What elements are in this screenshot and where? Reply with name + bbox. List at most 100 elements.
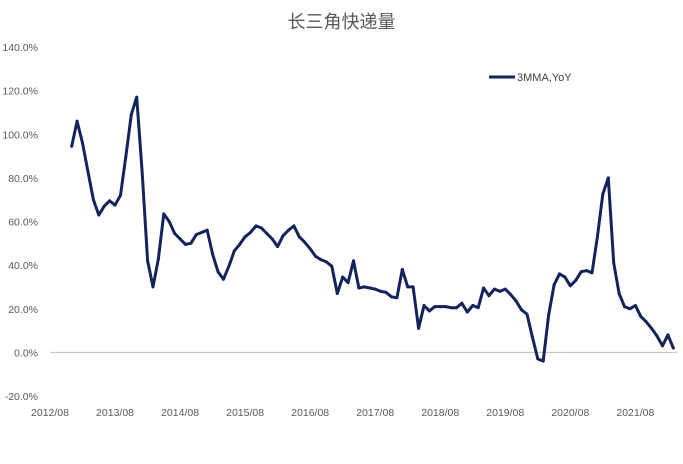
data-point <box>574 278 578 282</box>
data-point <box>465 310 469 314</box>
data-point <box>97 213 101 217</box>
data-point <box>227 264 231 268</box>
data-point <box>520 308 523 312</box>
data-point <box>162 212 166 216</box>
data-point <box>119 193 122 197</box>
data-point <box>558 272 561 276</box>
data-point <box>352 259 355 263</box>
data-point <box>91 198 95 202</box>
data-point <box>487 294 491 298</box>
data-point <box>319 258 323 262</box>
y-tick-label: 120.0% <box>2 86 38 98</box>
data-point <box>341 275 345 279</box>
data-point <box>411 285 415 289</box>
data-point <box>135 95 139 99</box>
data-point <box>541 359 545 363</box>
data-point <box>270 237 274 241</box>
data-point <box>281 234 285 238</box>
data-point <box>146 259 150 263</box>
data-point <box>422 304 426 307</box>
data-point <box>433 305 437 309</box>
data-point <box>417 326 421 330</box>
data-point <box>70 144 74 148</box>
data-point <box>259 226 263 230</box>
x-tick-label: 2013/08 <box>96 407 134 419</box>
data-point <box>617 292 621 295</box>
data-point <box>606 176 610 180</box>
data-point <box>460 301 464 305</box>
data-point <box>156 257 160 261</box>
data-point <box>579 270 583 274</box>
data-point <box>503 287 507 291</box>
series-line <box>70 95 675 363</box>
data-point <box>243 235 247 239</box>
x-tick-label: 2012/08 <box>31 407 69 419</box>
data-point <box>552 283 556 287</box>
data-point <box>81 141 84 145</box>
data-point <box>650 326 654 330</box>
data-point <box>514 299 518 303</box>
data-point <box>200 230 204 234</box>
data-point <box>536 357 540 361</box>
data-point <box>395 296 399 300</box>
data-point <box>211 252 215 256</box>
data-point <box>563 275 567 279</box>
x-tick-label: 2020/08 <box>551 407 589 419</box>
data-point <box>547 313 551 317</box>
data-point <box>568 284 572 288</box>
y-tick-label: 0.0% <box>14 347 38 359</box>
data-point <box>238 242 242 246</box>
x-tick-label: 2019/08 <box>486 407 524 419</box>
data-point <box>189 241 193 245</box>
data-point <box>124 154 128 158</box>
data-point <box>308 247 312 251</box>
data-point <box>595 235 599 239</box>
data-point <box>205 228 209 232</box>
data-point <box>585 269 589 273</box>
data-point <box>314 254 318 258</box>
chart-title: 长三角快递量 <box>287 12 396 33</box>
data-point <box>346 281 350 285</box>
x-tick-label: 2015/08 <box>226 407 264 419</box>
y-tick-label: 140.0% <box>2 42 38 54</box>
data-point <box>639 314 643 318</box>
data-point <box>276 245 280 249</box>
data-point <box>530 335 534 339</box>
data-point <box>178 237 182 241</box>
data-point <box>102 204 106 208</box>
y-tick-label: 100.0% <box>2 129 38 141</box>
data-point <box>232 249 236 253</box>
data-point <box>455 306 458 310</box>
data-point <box>644 320 648 324</box>
data-point <box>612 261 616 265</box>
data-point <box>438 305 442 309</box>
data-point <box>113 203 117 207</box>
data-point <box>368 286 372 290</box>
data-point <box>216 270 220 274</box>
y-tick-label: 20.0% <box>8 304 38 316</box>
data-point <box>492 287 496 291</box>
data-point <box>666 333 670 337</box>
data-point <box>509 293 513 297</box>
x-tick-label: 2021/08 <box>616 407 654 419</box>
data-point <box>287 228 290 232</box>
data-point <box>108 199 112 203</box>
data-point <box>449 306 453 310</box>
data-point <box>335 292 339 295</box>
data-point <box>373 287 377 291</box>
data-point <box>303 240 307 244</box>
data-point <box>623 305 626 309</box>
data-point <box>265 232 269 235</box>
data-point <box>601 192 605 196</box>
data-point <box>292 224 296 228</box>
legend-label: 3MMA,YoY <box>517 72 572 84</box>
data-point <box>297 235 301 239</box>
data-point <box>628 307 632 311</box>
data-point <box>633 304 637 307</box>
data-point <box>357 286 361 290</box>
data-point <box>427 309 431 313</box>
data-point <box>379 289 383 293</box>
data-point <box>498 289 502 293</box>
